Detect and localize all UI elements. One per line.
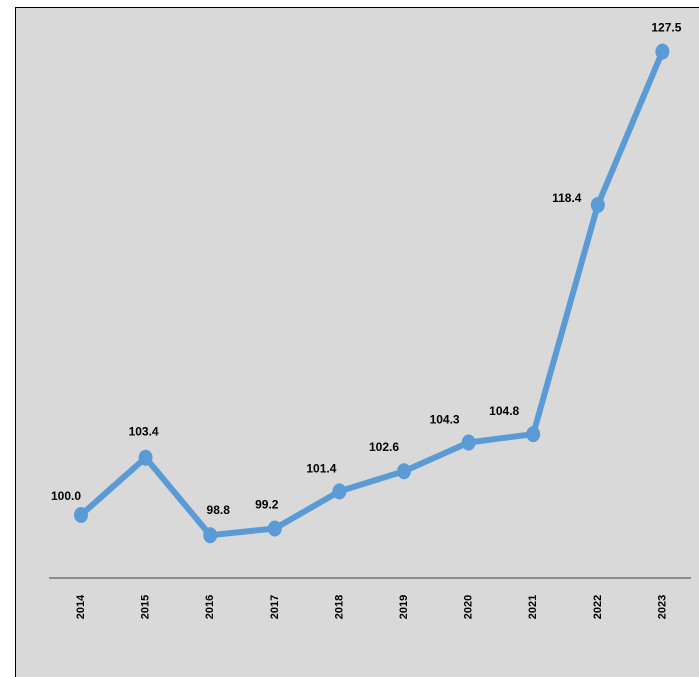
x-tick-label-2017: 2017	[269, 595, 281, 619]
data-label-2023: 127.5	[651, 21, 681, 35]
x-tick-label-2022: 2022	[592, 595, 604, 619]
data-label-2021: 104.8	[489, 404, 519, 418]
x-tick-label-2014: 2014	[75, 594, 87, 619]
data-label-2022: 118.4	[552, 191, 582, 205]
x-tick-label-2020: 2020	[463, 595, 475, 619]
data-label-2019: 102.6	[369, 440, 399, 454]
data-point-2016	[203, 527, 217, 543]
data-label-2015: 103.4	[129, 425, 159, 439]
data-label-2018: 101.4	[306, 461, 336, 475]
data-point-2018	[332, 483, 346, 499]
data-label-2016: 98.8	[207, 503, 231, 517]
x-tick-label-2021: 2021	[527, 595, 539, 619]
data-label-layer: 100.0 103.4 98.8 99.2 101.4 102.6 104.3 104.8 11…	[51, 21, 682, 518]
x-tick-label-2018: 2018	[333, 595, 345, 619]
data-point-2015	[139, 450, 153, 466]
data-point-2022	[591, 197, 605, 213]
series-layer	[74, 44, 669, 544]
data-point-2020	[462, 435, 476, 451]
data-label-2020: 104.3	[430, 413, 460, 427]
data-label-2017: 99.2	[255, 497, 279, 511]
series-line	[81, 52, 662, 536]
data-point-2021	[526, 426, 540, 442]
data-point-2017	[268, 520, 282, 536]
x-tick-layer: 2014 2015 2016 2017 2018 2019 2020 2021 2022 2023	[75, 594, 668, 619]
x-tick-label-2015: 2015	[140, 595, 152, 619]
x-tick-label-2019: 2019	[398, 595, 410, 619]
x-tick-label-2016: 2016	[204, 595, 216, 619]
data-label-2014: 100.0	[51, 489, 81, 503]
data-point-2023	[655, 44, 669, 60]
data-point-2019	[397, 463, 411, 479]
data-point-2014	[74, 507, 88, 523]
x-tick-label-2023: 2023	[656, 595, 668, 619]
